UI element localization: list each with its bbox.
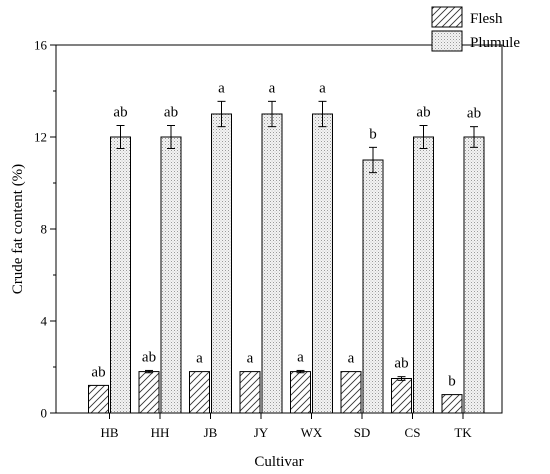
significance-label: b [369, 126, 377, 142]
significance-label: a [196, 351, 203, 367]
bar-flesh-jy [239, 371, 261, 414]
significance-label: ab [164, 105, 178, 121]
legend-label-plumule: Plumule [470, 35, 520, 51]
significance-label: ab [113, 105, 127, 121]
x-tick-label: JY [254, 425, 269, 440]
bar-plumule-hb [110, 136, 131, 414]
bar-flesh-hb [88, 384, 109, 414]
x-tick-label: WX [301, 425, 323, 440]
significance-label: ab [394, 356, 408, 372]
y-tick-label: 16 [34, 38, 48, 53]
significance-label: a [297, 349, 304, 365]
x-tick-label: CS [405, 425, 421, 440]
y-tick-label: 8 [41, 222, 48, 237]
legend-label-flesh: Flesh [470, 11, 503, 27]
bar-flesh-tk [441, 394, 463, 414]
significance-label: ab [416, 105, 430, 121]
bar-flesh-jb [189, 371, 210, 414]
bar-flesh-hh [138, 371, 160, 414]
x-axis-title: Cultivar [254, 454, 303, 470]
significance-label: a [247, 351, 254, 367]
y-axis: 0 4 8 12 16 [34, 38, 56, 421]
x-axis: HB HH JB JY WX SD CS TK [100, 413, 472, 440]
bar-plumule-sd [362, 159, 384, 414]
y-axis-title: Crude fat content (%) [10, 164, 26, 294]
bar-plumule-hh [160, 136, 182, 414]
legend-swatch-plumule [431, 30, 463, 52]
y-tick-label: 0 [41, 406, 48, 421]
bar-plumule-jb [211, 113, 232, 414]
significance-label: ab [467, 106, 481, 122]
bars-layer [88, 113, 485, 414]
significance-label: a [269, 80, 276, 96]
significance-label: ab [142, 349, 156, 365]
significance-label: b [448, 374, 456, 390]
x-tick-label: HH [151, 425, 170, 440]
significance-label: ab [91, 364, 105, 380]
y-tick-label: 12 [34, 130, 47, 145]
bar-plumule-wx [312, 113, 333, 414]
significance-label: a [319, 80, 326, 96]
legend: Flesh Plumule [431, 6, 520, 52]
legend-swatch-flesh [431, 6, 463, 28]
x-tick-label: SD [354, 425, 371, 440]
y-tick-label: 4 [41, 314, 48, 329]
bar-plumule-cs [413, 136, 434, 414]
error-bars-layer [116, 100, 478, 381]
bar-flesh-cs [391, 378, 412, 414]
x-tick-label: HB [100, 425, 118, 440]
bar-flesh-wx [290, 371, 311, 414]
x-tick-label: TK [454, 425, 472, 440]
bar-flesh-sd [340, 371, 362, 414]
significance-label: a [348, 351, 355, 367]
bar-plumule-tk [463, 136, 485, 414]
bar-plumule-jy [261, 113, 283, 414]
significance-label: a [218, 80, 225, 96]
x-tick-label: JB [204, 425, 218, 440]
